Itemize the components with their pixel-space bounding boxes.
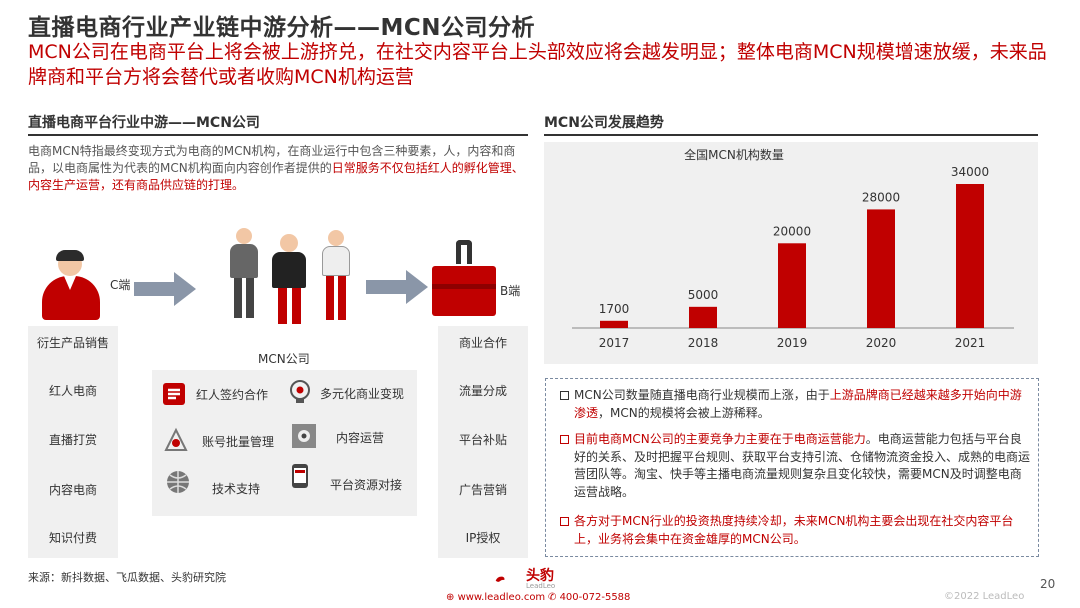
x-tick-2021: 2021 bbox=[955, 336, 986, 350]
page-title: 直播电商行业产业链中游分析——MCN公司分析 bbox=[28, 15, 536, 41]
trend-note-3: 各方对于MCN行业的投资热度持续冷却，未来MCN机构主要会出现在社交内容平台上，… bbox=[560, 513, 1030, 548]
c-item: 知识付费 bbox=[48, 531, 97, 545]
b-item: 平台补贴 bbox=[458, 433, 507, 447]
influencer-group-icon bbox=[222, 220, 362, 330]
mcn-company-label: MCN公司 bbox=[258, 352, 310, 366]
c-end-column: 衍生产品销售 红人电商 直播打赏 内容电商 知识付费 bbox=[28, 326, 118, 558]
bar-2020 bbox=[867, 209, 895, 328]
bullet-box-icon bbox=[560, 517, 569, 526]
leopard-logo-icon bbox=[495, 576, 505, 582]
b-item: IP授权 bbox=[465, 531, 501, 545]
c-item: 内容电商 bbox=[48, 483, 97, 497]
bar-2018 bbox=[689, 306, 717, 328]
desc-normal: 电商MCN特指最终变现方式为电商的MCN机构，在商业运行中包含三种要素，人，内容… bbox=[28, 144, 516, 175]
briefcase-icon bbox=[432, 240, 496, 322]
mcn-count-chart: 全国MCN机构数量 1700 2017 5000 2018 20000 2019 28000… bbox=[572, 147, 1014, 350]
trend-note-1: MCN公司数量随直播电商行业规模而上涨，由于上游品牌商已经越来越多开始向中游渗透… bbox=[560, 387, 1030, 422]
desc-highlight: 日常服务不仅包括红人的孵化管理、内容生产运营，还有商品供应链的打理。 bbox=[28, 161, 524, 192]
b-end-column: 商业合作 流量分成 平台补贴 广告营销 IP授权 bbox=[438, 326, 528, 558]
sign-contract-icon bbox=[163, 383, 185, 405]
b-item: 商业合作 bbox=[458, 336, 507, 350]
bullet-box-icon bbox=[560, 435, 569, 444]
x-tick-2020: 2020 bbox=[866, 336, 897, 350]
data-label-2021: 34000 bbox=[951, 165, 989, 179]
note-text: MCN公司数量随直播电商行业规模而上涨，由于 bbox=[574, 388, 830, 402]
bar-2019 bbox=[778, 243, 806, 328]
right-section-heading: MCN公司发展趋势 bbox=[544, 115, 664, 131]
data-label-2018: 5000 bbox=[688, 288, 719, 302]
feature-diversified-monetization: 多元化商业变现 bbox=[320, 387, 405, 401]
page-subtitle: MCN公司在电商平台上将会被上游挤兑，在社交内容平台上头部效应将会越发明显；整体… bbox=[28, 41, 1047, 88]
x-tick-2017: 2017 bbox=[599, 336, 630, 350]
data-label-2019: 20000 bbox=[773, 224, 811, 238]
c-item: 直播打赏 bbox=[48, 433, 97, 447]
c-item: 衍生产品销售 bbox=[36, 336, 109, 350]
chart-title: 全国MCN机构数量 bbox=[684, 147, 784, 162]
b-item: 广告营销 bbox=[458, 483, 507, 497]
arrow-right-icon bbox=[134, 272, 196, 306]
feature-platform-resources: 平台资源对接 bbox=[330, 478, 403, 492]
logo-subtext: LeadLeo bbox=[526, 582, 556, 590]
note-highlight: 目前电商MCN公司的主要竞争力主要在于电商运营能力 bbox=[574, 432, 866, 446]
footer-copyright: ©2022 LeadLeo bbox=[944, 591, 1025, 602]
feature-content-operation: 内容运营 bbox=[336, 431, 385, 445]
feature-tech-support: 技术支持 bbox=[212, 482, 261, 496]
trend-note-2: 目前电商MCN公司的主要竞争力主要在于电商运营能力。电商运营能力包括与平台良好的… bbox=[560, 431, 1030, 501]
website-text[interactable]: www.leadleo.com bbox=[457, 592, 546, 603]
bar-2021 bbox=[956, 184, 984, 328]
note-highlight: 上游品牌商已经越来越多开始向中游渗透 bbox=[574, 388, 1022, 420]
right-section-divider bbox=[544, 134, 1038, 136]
note-highlight: 各方对于MCN行业的投资热度持续冷却，未来MCN机构主要会出现在社交内容平台上，… bbox=[574, 514, 1014, 546]
data-label-2017: 1700 bbox=[599, 302, 630, 316]
x-tick-2019: 2019 bbox=[777, 336, 808, 350]
bullet-box-icon bbox=[560, 391, 569, 400]
logo-text: 头豹 bbox=[526, 568, 554, 584]
source-note: 来源：新抖数据、飞瓜数据、头豹研究院 bbox=[28, 571, 226, 584]
c-end-label: C端 bbox=[110, 278, 131, 292]
b-end-label: B端 bbox=[500, 284, 521, 298]
mobile-shop-icon bbox=[292, 464, 308, 488]
arrow-right-icon bbox=[366, 270, 428, 304]
feature-influencer-contract: 红人签约合作 bbox=[196, 388, 269, 402]
b-item: 流量分成 bbox=[458, 384, 507, 398]
feature-account-batch-management: 账号批量管理 bbox=[202, 435, 275, 449]
left-description: 电商MCN特指最终变现方式为电商的MCN机构，在商业运行中包含三种要素，人，内容… bbox=[28, 143, 528, 194]
footer-phone: ✆ 400-072-5588 bbox=[548, 592, 631, 603]
page-number: 20 bbox=[1040, 577, 1056, 591]
account-management-icon bbox=[164, 427, 188, 451]
customer-icon bbox=[38, 250, 108, 320]
footer-website[interactable]: ⊕ www.leadleo.com bbox=[446, 592, 546, 603]
note-text: ，MCN的规模将会被上游稀释。 bbox=[598, 405, 770, 420]
content-operation-icon bbox=[292, 424, 316, 448]
data-label-2020: 28000 bbox=[862, 190, 900, 204]
idea-lightbulb-icon bbox=[290, 380, 310, 403]
trend-notes-box: MCN公司数量随直播电商行业规模而上涨，由于上游品牌商已经越来越多开始向中游渗透… bbox=[545, 378, 1039, 557]
bar-2017 bbox=[600, 320, 628, 328]
left-section-divider bbox=[28, 134, 528, 136]
note-text: 。电商运营能力包括与平台良好的关系、及时把握平台规则、获取平台支持引流、仓储物流… bbox=[574, 432, 1031, 499]
left-section-heading: 直播电商平台行业中游——MCN公司 bbox=[28, 115, 260, 131]
x-tick-2018: 2018 bbox=[688, 336, 719, 350]
phone-text: 400-072-5588 bbox=[559, 592, 631, 603]
mcn-features-panel: 红人签约合作 多元化商业变现 账号批量管理 内容运营 技术支持 平台资源对接 bbox=[152, 370, 417, 516]
globe-tech-icon bbox=[167, 471, 189, 493]
c-item: 红人电商 bbox=[48, 384, 97, 398]
